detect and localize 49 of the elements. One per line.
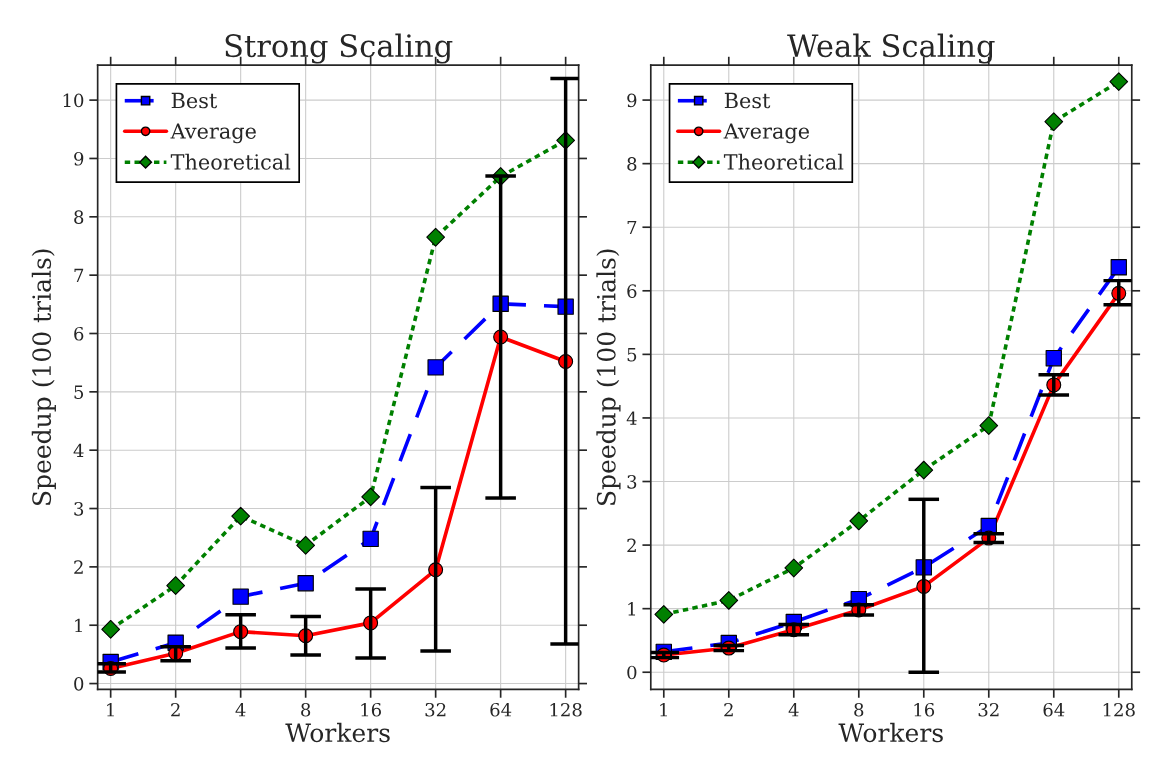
x-tick-label: 4 bbox=[235, 702, 246, 717]
x-tick-label: 16 bbox=[361, 702, 381, 717]
legend-label: Best bbox=[171, 92, 218, 109]
y-tick-label: 8 bbox=[74, 210, 84, 224]
x-tick-label: 64 bbox=[1043, 702, 1065, 717]
y-axis-title: Speedup (100 trials) bbox=[596, 249, 621, 505]
x-tick-label: 128 bbox=[1103, 702, 1135, 717]
chart-title: Strong Scaling bbox=[225, 33, 453, 64]
x-tick-label: 32 bbox=[425, 702, 446, 717]
x-tick-label: 128 bbox=[550, 702, 582, 717]
x-tick-label: 2 bbox=[171, 702, 180, 717]
y-tick-label: 7 bbox=[74, 268, 84, 283]
y-tick-label: 0 bbox=[74, 677, 84, 691]
y-tick-label: 8 bbox=[627, 157, 637, 171]
y-tick-label: 1 bbox=[628, 602, 636, 616]
y-tick-label: 9 bbox=[74, 151, 84, 166]
x-tick-label: 16 bbox=[914, 702, 935, 717]
y-tick-label: 7 bbox=[627, 220, 637, 235]
x-tick-label: 32 bbox=[978, 702, 999, 717]
x-tick-label: 2 bbox=[724, 702, 733, 717]
y-tick-label: 6 bbox=[627, 284, 637, 298]
y-tick-label: 0 bbox=[627, 665, 637, 680]
x-tick-label: 1 bbox=[660, 702, 667, 717]
y-axis-title: Speedup (100 trials) bbox=[31, 249, 56, 505]
x-axis-title: Workers bbox=[838, 722, 943, 743]
y-tick-label: 9 bbox=[627, 93, 637, 108]
y-tick-label: 2 bbox=[74, 560, 83, 574]
legend-label: Best bbox=[724, 92, 771, 109]
x-tick-label: 8 bbox=[854, 702, 864, 717]
y-tick-label: 10 bbox=[63, 93, 84, 108]
y-tick-label: 2 bbox=[627, 538, 636, 552]
y-tick-label: 6 bbox=[74, 326, 84, 341]
legend-label: Theoretical bbox=[723, 153, 844, 170]
y-tick-label: 3 bbox=[627, 474, 637, 489]
y-tick-label: 5 bbox=[74, 385, 84, 399]
legend-label: Average bbox=[723, 123, 810, 144]
y-tick-label: 3 bbox=[74, 501, 84, 516]
chart-title: Weak Scaling bbox=[787, 33, 995, 64]
y-tick-label: 1 bbox=[75, 618, 82, 633]
y-tick-label: 4 bbox=[73, 443, 84, 458]
x-tick-label: 64 bbox=[490, 702, 512, 717]
legend-label: Theoretical bbox=[170, 153, 291, 170]
y-tick-label: 4 bbox=[626, 411, 637, 425]
x-tick-label: 4 bbox=[788, 702, 799, 717]
x-tick-label: 8 bbox=[301, 702, 311, 717]
x-tick-label: 1 bbox=[107, 702, 114, 717]
x-axis-title: Workers bbox=[285, 722, 390, 743]
legend-label: Average bbox=[170, 123, 256, 144]
y-tick-label: 5 bbox=[627, 348, 637, 362]
